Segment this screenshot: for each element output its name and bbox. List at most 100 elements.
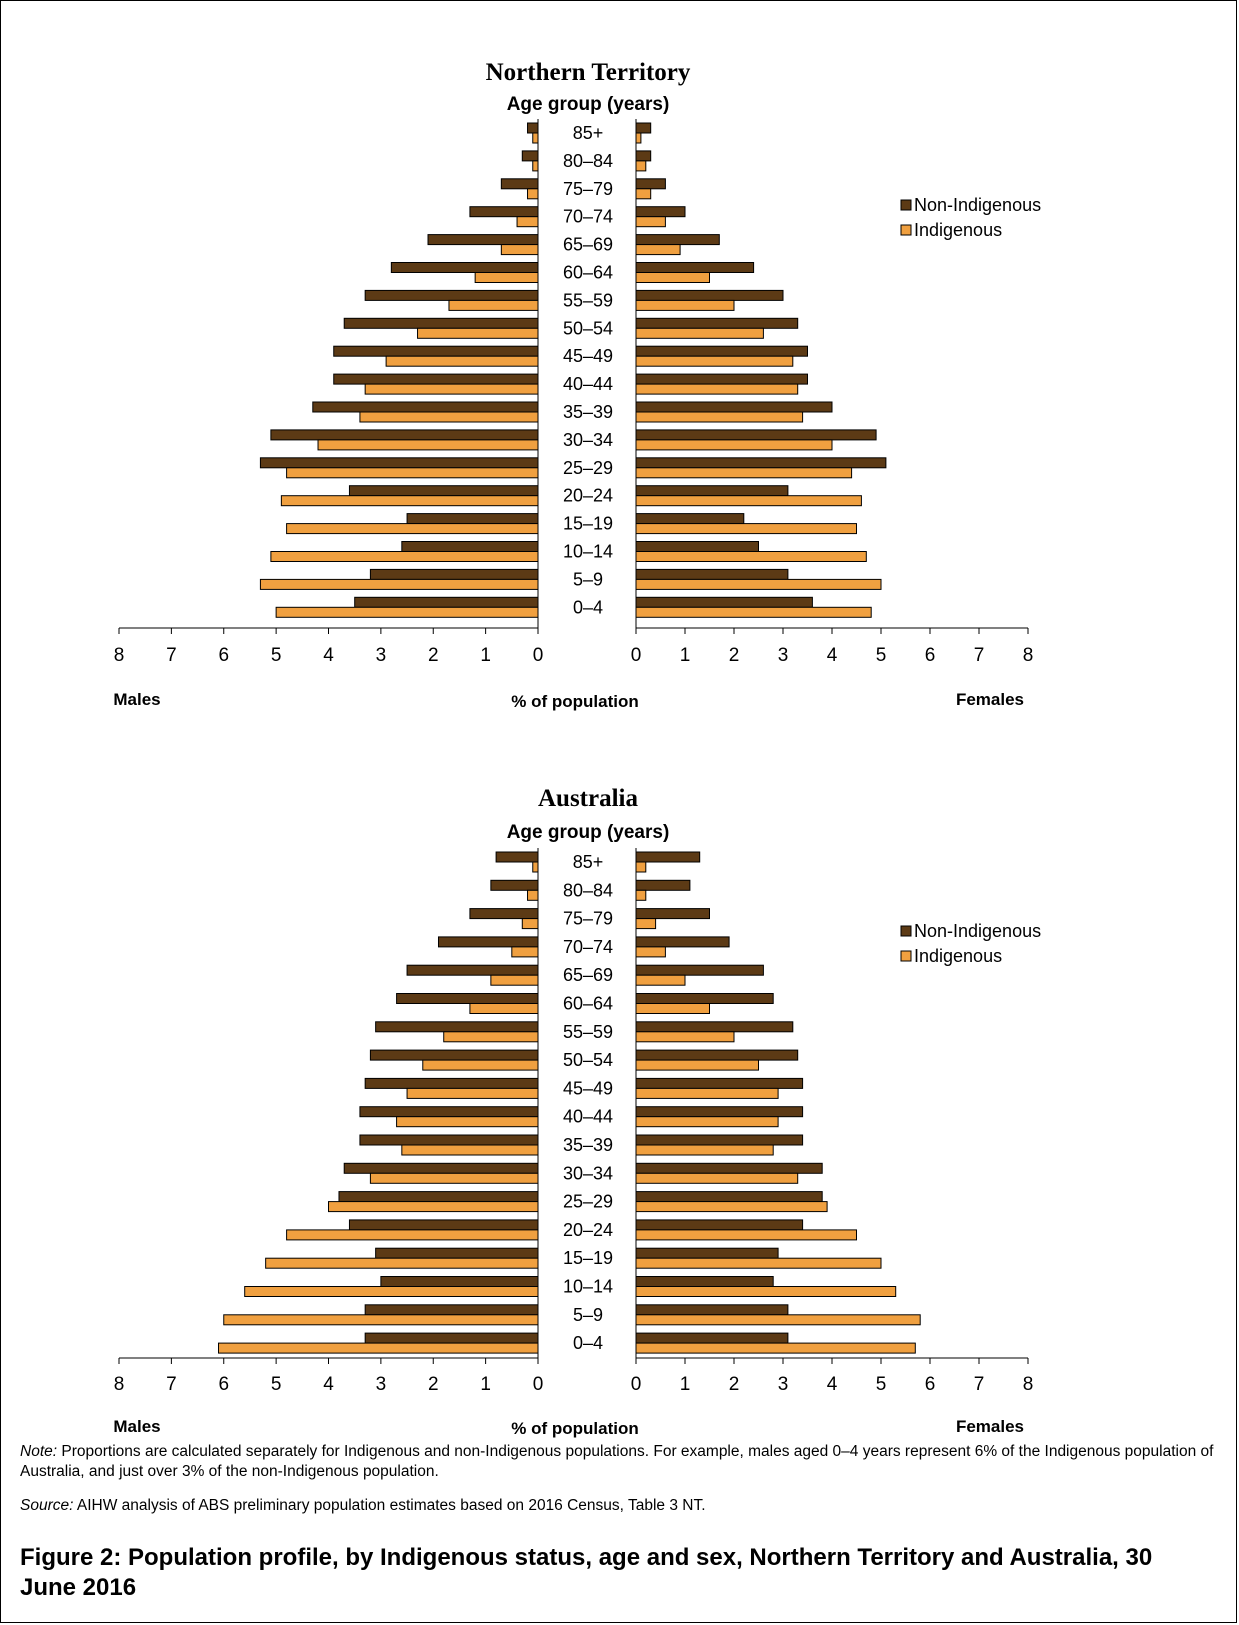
bar-female-non-indigenous <box>635 1247 779 1259</box>
bar-male-indigenous <box>259 578 539 590</box>
male-x-tick-label: 5 <box>271 645 282 666</box>
bar-female-indigenous <box>635 299 735 311</box>
male-x-tick-label: 2 <box>428 1374 439 1395</box>
females-label: Females <box>956 690 1024 709</box>
female-x-tick-label: 5 <box>876 1374 887 1395</box>
male-x-tick-label: 2 <box>428 645 439 666</box>
bar-female-non-indigenous <box>635 908 710 920</box>
age-group-label: 15–19 <box>563 514 613 534</box>
bar-female-non-indigenous <box>635 1332 789 1344</box>
bar-female-non-indigenous <box>635 513 745 525</box>
bar-male-indigenous <box>532 861 539 873</box>
bar-male-indigenous <box>521 918 539 930</box>
bar-female-indigenous <box>635 889 647 901</box>
bar-female-indigenous <box>635 1201 828 1213</box>
bar-female-non-indigenous <box>635 206 686 218</box>
bar-male-indigenous <box>527 188 539 200</box>
male-x-tick-label: 3 <box>376 1374 387 1395</box>
bar-male-non-indigenous <box>359 1134 539 1146</box>
bar-female-non-indigenous <box>635 1077 804 1089</box>
bar-female-non-indigenous <box>635 401 833 413</box>
bar-female-indigenous <box>635 1059 759 1071</box>
female-x-tick-label: 7 <box>974 1374 985 1395</box>
note-body: Proportions are calculated separately fo… <box>20 1443 1214 1480</box>
age-group-label: 35–39 <box>563 402 613 422</box>
bar-male-indigenous <box>422 1059 539 1071</box>
female-x-tick-label: 8 <box>1023 645 1034 666</box>
bar-male-non-indigenous <box>521 150 539 162</box>
bar-male-indigenous <box>532 160 539 172</box>
male-x-tick-label: 8 <box>114 645 125 666</box>
bar-male-non-indigenous <box>401 541 539 552</box>
age-group-label: 65–69 <box>563 235 613 255</box>
bar-female-indigenous <box>635 1342 916 1354</box>
bar-male-non-indigenous <box>375 1021 539 1033</box>
bar-female-indigenous <box>635 861 647 873</box>
bar-female-non-indigenous <box>635 289 784 301</box>
age-group-label: 60–64 <box>563 263 613 283</box>
bar-female-non-indigenous <box>635 485 789 497</box>
bar-male-indigenous <box>385 355 539 367</box>
bar-male-non-indigenous <box>343 317 539 329</box>
bar-female-non-indigenous <box>635 993 774 1004</box>
bar-female-indigenous <box>635 411 804 423</box>
age-group-label: 15–19 <box>563 1248 613 1268</box>
age-group-label: 5–9 <box>573 1305 603 1325</box>
bar-female-indigenous <box>635 974 686 986</box>
age-group-label: 10–14 <box>563 1277 613 1297</box>
female-x-tick-label: 0 <box>631 1374 642 1395</box>
bar-male-non-indigenous <box>369 568 539 580</box>
bar-male-indigenous <box>490 974 539 986</box>
bar-female-indigenous <box>635 244 681 256</box>
bar-male-non-indigenous <box>333 345 539 357</box>
bar-female-indigenous <box>635 578 882 590</box>
age-group-label: 80–84 <box>563 151 613 171</box>
age-group-label: 25–29 <box>563 1192 613 1212</box>
female-x-tick-label: 8 <box>1023 1374 1034 1395</box>
bar-female-indigenous <box>635 439 833 451</box>
bar-male-indigenous <box>286 1229 539 1241</box>
bar-male-non-indigenous <box>396 993 539 1004</box>
bar-female-indigenous <box>635 132 642 144</box>
age-group-label: 75–79 <box>563 179 613 199</box>
bar-female-non-indigenous <box>635 541 759 552</box>
bar-male-indigenous <box>244 1286 539 1297</box>
bar-female-non-indigenous <box>635 1106 804 1118</box>
female-x-tick-label: 1 <box>680 645 691 666</box>
x-axis-title: % of population <box>511 692 638 711</box>
male-x-tick-label: 4 <box>323 645 334 666</box>
bar-male-indigenous <box>286 523 539 535</box>
bar-female-indigenous <box>635 467 853 479</box>
note-text: Note: Proportions are calculated separat… <box>20 1442 1225 1482</box>
bar-male-non-indigenous <box>343 1162 539 1174</box>
source-label: Source: <box>20 1497 74 1514</box>
male-x-tick-label: 5 <box>271 1374 282 1395</box>
bar-male-non-indigenous <box>364 1304 539 1316</box>
source-text: Source: AIHW analysis of ABS preliminary… <box>20 1496 1225 1516</box>
bar-female-indigenous <box>635 327 764 339</box>
bar-male-non-indigenous <box>380 1276 539 1287</box>
male-x-tick-label: 6 <box>218 1374 229 1395</box>
bar-female-non-indigenous <box>635 1219 804 1231</box>
bar-male-indigenous <box>396 1116 539 1128</box>
age-group-label: 50–54 <box>563 318 613 338</box>
female-x-tick-label: 4 <box>827 645 838 666</box>
age-group-label: 55–59 <box>563 1022 613 1042</box>
bar-male-non-indigenous <box>348 1219 539 1231</box>
note-label: Note: <box>20 1443 58 1460</box>
bar-female-non-indigenous <box>635 1134 804 1146</box>
bar-female-indigenous <box>635 216 666 228</box>
bar-male-non-indigenous <box>375 1247 539 1259</box>
age-group-label: 0–4 <box>573 597 603 617</box>
age-group-label: 30–34 <box>563 1163 613 1183</box>
bar-male-non-indigenous <box>500 178 539 190</box>
bar-male-indigenous <box>532 132 539 144</box>
female-x-tick-label: 7 <box>974 645 985 666</box>
age-group-label: 70–74 <box>563 937 613 957</box>
male-x-tick-label: 7 <box>166 1374 177 1395</box>
bar-male-non-indigenous <box>369 1049 539 1061</box>
bar-female-non-indigenous <box>635 178 666 190</box>
bar-female-non-indigenous <box>635 1049 799 1061</box>
